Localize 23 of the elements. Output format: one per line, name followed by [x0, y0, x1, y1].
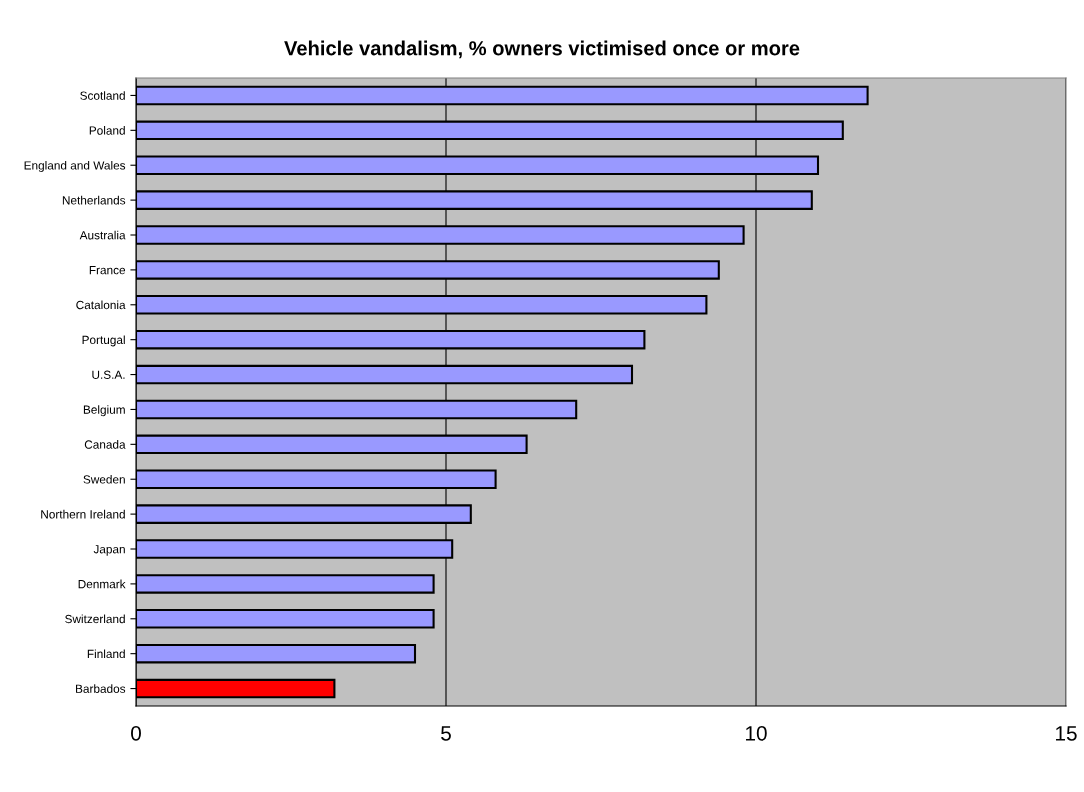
y-tick-label: France [89, 266, 126, 275]
y-tick-label: Portugal [82, 335, 125, 347]
y-tick-label: Catalonia [76, 300, 126, 310]
y-tick-label: Denmark [78, 579, 126, 589]
y-tick-label: Northern Ireland [41, 509, 125, 519]
y-tick-label: Switzerland [65, 614, 125, 624]
x-tick-label: 10 [746, 725, 767, 741]
x-tick-label: 15 [1056, 726, 1077, 741]
y-tick-label: Poland [89, 126, 125, 135]
y-tick-label: Sweden [83, 474, 125, 484]
y-tick-label: U.S.A. [92, 370, 125, 379]
y-tick-label: Japan [93, 545, 125, 556]
y-tick-label: Scotland [80, 91, 125, 100]
x-tick-label: 0 [131, 725, 141, 741]
y-tick-label: Barbados [76, 684, 126, 693]
y-tick-label: Canada [84, 440, 126, 449]
y-tick-label: Australia [79, 230, 126, 240]
chart-title: Vehicle vandalism, % owners victimised once or more [284, 40, 800, 59]
y-tick-label: England and Wales [24, 160, 126, 172]
y-tick-label: Netherlands [62, 195, 126, 205]
y-tick-label: Finland [87, 649, 125, 659]
y-tick-label: Belgium [83, 405, 125, 417]
x-tick-label: 5 [441, 726, 451, 741]
